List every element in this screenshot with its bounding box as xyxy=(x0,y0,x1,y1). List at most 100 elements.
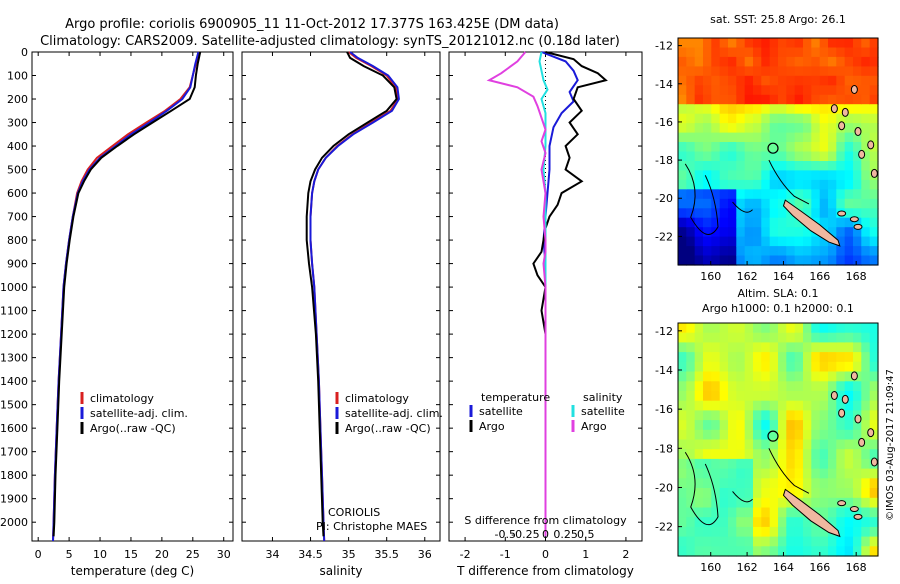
x-tick-label: -2 xyxy=(460,548,471,561)
island-vanuatu xyxy=(841,394,849,404)
legend-label: satellite-adj. clim. xyxy=(345,407,443,420)
x2-tick-label: 0.5 xyxy=(577,528,595,541)
lat-tick-label: -18 xyxy=(655,442,673,455)
profile-panel-3: -2 -1 0 1 2 T difference from climatology temp… xyxy=(448,51,643,578)
x-tick-label: 36 xyxy=(418,548,432,561)
depth-tick-label: 1100 xyxy=(0,305,28,318)
lon-tick-label: 166 xyxy=(809,561,830,574)
x-tick-label: 25 xyxy=(186,548,200,561)
depth-tick-label: 200 xyxy=(7,93,28,106)
island-vanuatu xyxy=(867,140,875,150)
lon-tick-label: 168 xyxy=(846,270,867,283)
map-raster xyxy=(678,38,879,266)
legend-label: satellite xyxy=(581,405,625,418)
x-tick-label: 35 xyxy=(342,548,356,561)
map-title: sat. SST: 25.8 Argo: 26.1 xyxy=(710,13,846,26)
map-frame xyxy=(677,322,879,557)
lat-tick-label: -22 xyxy=(655,521,673,534)
x-tick-label: -1 xyxy=(500,548,511,561)
x2-tick-label: 0.25 xyxy=(553,528,578,541)
depth-tick-label: 2000 xyxy=(0,516,28,529)
bathymetry-contour xyxy=(684,451,719,526)
island-loyalty xyxy=(853,513,863,520)
island-loyalty xyxy=(837,210,847,217)
depth-tick-label: 600 xyxy=(7,187,28,200)
x-axis-label: T difference from climatology xyxy=(456,564,634,578)
legend-label: Argo(..raw -QC) xyxy=(345,422,431,435)
series-line xyxy=(486,51,547,537)
lat-tick-label: -14 xyxy=(655,78,673,91)
depth-tick-label: 1500 xyxy=(0,399,28,412)
institution-credit: CORIOLIS xyxy=(328,506,380,519)
lon-tick-label: 164 xyxy=(773,270,794,283)
island-loyalty xyxy=(849,506,859,513)
lat-tick-label: -18 xyxy=(655,154,673,167)
depth-tick-label: 1700 xyxy=(0,446,28,459)
x-tick-label: 0 xyxy=(542,548,549,561)
island-vanuatu xyxy=(838,408,846,418)
island-vanuatu xyxy=(870,457,878,467)
x-tick-label: 15 xyxy=(124,548,138,561)
legend-label: Argo xyxy=(479,420,505,433)
island-loyalty xyxy=(853,223,863,230)
series-line xyxy=(532,51,608,537)
bathymetry-contour xyxy=(732,201,753,213)
x-axis-label: salinity xyxy=(319,564,362,578)
island-vanuatu xyxy=(870,168,878,178)
depth-tick-label: 1800 xyxy=(0,469,28,482)
x-tick-label: 30 xyxy=(217,548,231,561)
legend-label: satellite xyxy=(479,405,523,418)
vertical-timestamp: ©IMOS 03-Aug-2017 21:09:47 xyxy=(885,369,896,521)
legend-heading-temperature: temperature xyxy=(481,391,550,404)
depth-tick-label: 1300 xyxy=(0,352,28,365)
x-tick-label: 1 xyxy=(582,548,589,561)
depth-tick-label: 500 xyxy=(7,164,28,177)
depth-tick-label: 1900 xyxy=(0,493,28,506)
island-loyalty xyxy=(849,216,859,223)
float-position-marker xyxy=(767,142,779,154)
x-tick-label: 34.5 xyxy=(298,548,323,561)
island-vanuatu xyxy=(858,149,866,159)
island-vanuatu xyxy=(867,428,875,438)
x-tick-label: 34 xyxy=(265,548,279,561)
legend-heading-salinity: salinity xyxy=(583,391,623,404)
series-line xyxy=(52,51,202,537)
x-tick-label: 2 xyxy=(622,548,629,561)
map-panel-2: 160 162 164 166 168 -12 -14 -16 -18 -20 -22 Altim. … xyxy=(655,287,879,574)
depth-tick-label: 100 xyxy=(7,70,28,83)
lat-tick-label: -16 xyxy=(655,116,673,129)
island-vanuatu xyxy=(838,121,846,131)
depth-tick-label: 900 xyxy=(7,258,28,271)
island-new-caledonia xyxy=(782,199,841,247)
island-vanuatu xyxy=(858,437,866,447)
lat-tick-label: -16 xyxy=(655,403,673,416)
map-frame xyxy=(677,37,879,266)
legend-label: climatology xyxy=(345,392,409,405)
x2-axis-label: S difference from climatology xyxy=(464,514,627,527)
depth-tick-label: 0 xyxy=(21,46,28,59)
island-vanuatu xyxy=(854,414,862,424)
depth-tick-label: 1200 xyxy=(0,328,28,341)
island-vanuatu xyxy=(830,390,838,400)
lon-tick-label: 162 xyxy=(737,270,758,283)
depth-tick-label: 1400 xyxy=(0,375,28,388)
island-loyalty xyxy=(837,500,847,507)
map-raster xyxy=(678,323,879,557)
figure-title-line2: Climatology: CARS2009. Satellite-adjuste… xyxy=(40,34,620,49)
lat-tick-label: -22 xyxy=(655,230,673,243)
island-new-caledonia xyxy=(782,488,841,538)
legend-label: Argo xyxy=(581,420,607,433)
profile-panel-1: 0100200300400500600700800900100011001200… xyxy=(0,46,234,578)
lon-tick-label: 162 xyxy=(737,561,758,574)
x-tick-label: 10 xyxy=(93,548,107,561)
map-title: Altim. SLA: 0.1 xyxy=(737,287,818,300)
bathymetry-contour xyxy=(684,163,719,235)
depth-tick-label: 1600 xyxy=(0,422,28,435)
x-tick-label: 5 xyxy=(66,548,73,561)
x-tick-label: 20 xyxy=(155,548,169,561)
lat-tick-label: -20 xyxy=(655,481,673,494)
map-panel-1: 160 162 164 166 168 -12 -14 -16 -18 -20 -22 sat. SS… xyxy=(655,13,879,283)
lon-tick-label: 166 xyxy=(809,270,830,283)
x2-tick-label: -0.25 xyxy=(511,528,539,541)
